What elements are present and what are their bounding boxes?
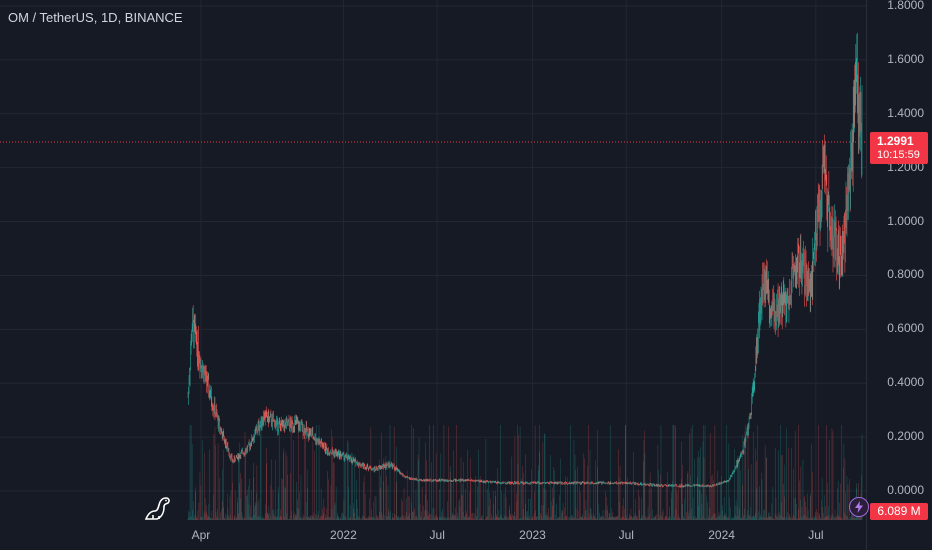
- price-tick-label: 0.6000: [887, 321, 924, 336]
- tradingview-dino-icon[interactable]: [142, 492, 172, 522]
- price-tick-label: 1.4000: [887, 105, 924, 120]
- time-tick-label: Apr: [191, 528, 211, 542]
- time-tick-label: Jul: [429, 528, 445, 542]
- price-tick-label: 0.4000: [887, 375, 924, 390]
- chart-grid: [0, 0, 866, 520]
- price-axis-separator: [866, 0, 867, 550]
- price-tick-label: 1.0000: [887, 213, 924, 228]
- time-tick-label: 2024: [708, 528, 735, 542]
- time-tick-label: Jul: [618, 528, 634, 542]
- current-price-label: 1.2991: [877, 134, 914, 148]
- lightning-bolt-icon[interactable]: [849, 497, 869, 517]
- price-tick-label: 0.2000: [887, 429, 924, 444]
- time-tick-label: 2023: [519, 528, 546, 542]
- volume-value-tag: 6.089 M: [870, 503, 928, 520]
- price-tick-label: 1.8000: [887, 0, 924, 12]
- time-tick-label: 2022: [330, 528, 357, 542]
- price-tick-label: 1.6000: [887, 51, 924, 66]
- bar-countdown-label: 10:15:59: [877, 149, 920, 161]
- price-tick-label: 0.0000: [887, 483, 924, 497]
- price-tick-label: 0.8000: [887, 267, 924, 282]
- volume-bars: [187, 425, 863, 520]
- symbol-title[interactable]: OM / TetherUS, 1D, BINANCE: [8, 10, 183, 25]
- current-price-tag: 1.2991 10:15:59: [870, 132, 928, 164]
- candlestick-series: [187, 32, 863, 488]
- time-tick-label: Jul: [808, 528, 824, 542]
